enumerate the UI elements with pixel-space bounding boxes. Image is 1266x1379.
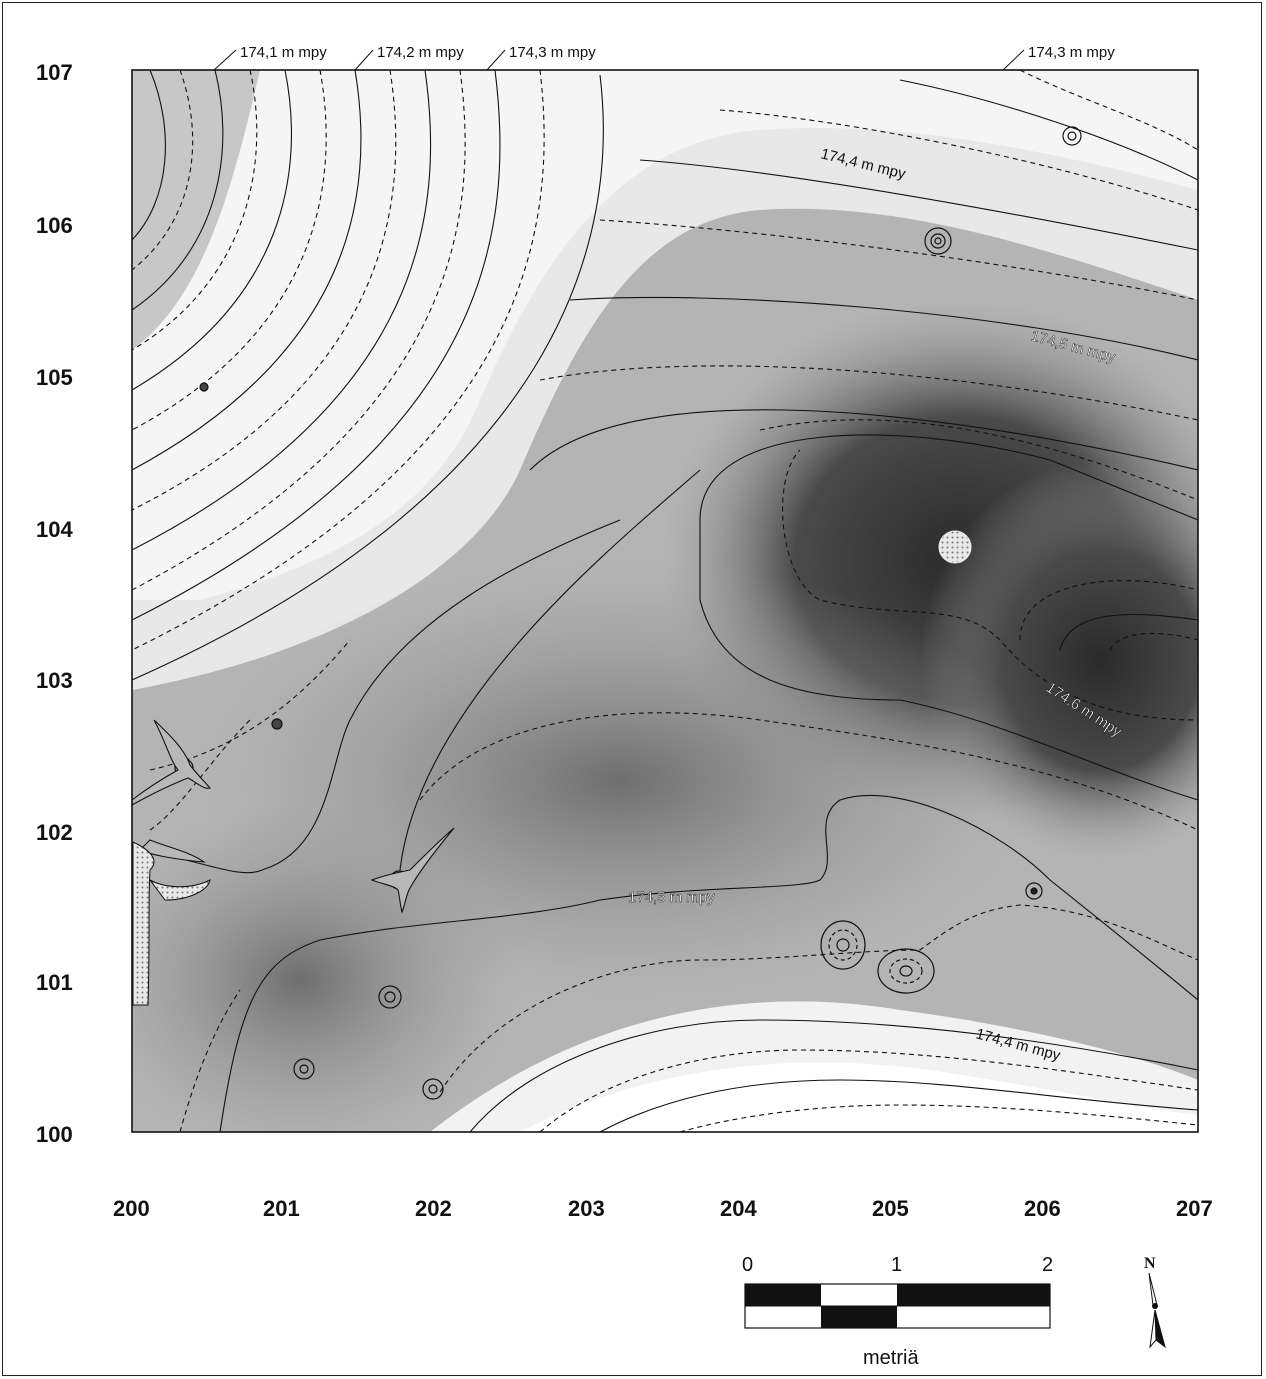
scale-tick-label: 1	[891, 1254, 902, 1276]
contour-label-top-2: 174,2 m mpy	[354, 44, 464, 71]
x-tick-label: 201	[263, 1196, 300, 1221]
x-tick-label: 206	[1024, 1196, 1061, 1221]
contour-label-top-3: 174,3 m mpy	[486, 44, 596, 71]
y-tick-label: 103	[36, 668, 73, 693]
y-tick-label: 101	[36, 970, 73, 995]
dotted-deposit	[132, 530, 972, 1006]
contour-label-top-1: 174,1 m mpy	[213, 44, 327, 71]
north-label: N	[1144, 1255, 1156, 1272]
map-border	[131, 69, 1199, 1133]
elevation-shading	[132, 70, 1198, 1132]
svg-text:174,2 m mpy: 174,2 m mpy	[377, 44, 464, 61]
x-tick-label: 204	[720, 1196, 757, 1221]
x-tick-label: 203	[568, 1196, 605, 1221]
y-tick-label: 100	[36, 1122, 73, 1147]
x-tick-label: 200	[113, 1196, 150, 1221]
scale-bar: 0 1 2 metriä	[742, 1254, 1053, 1369]
contour-lines	[132, 70, 1198, 1132]
y-tick-label: 105	[36, 365, 73, 390]
y-tick-label: 107	[36, 60, 73, 85]
svg-text:174,3 m mpy: 174,3 m mpy	[1028, 44, 1115, 61]
y-axis-labels: 107 106 105 104 103 102 101 100	[36, 60, 73, 1147]
channel-features	[131, 719, 455, 914]
y-tick-label: 102	[36, 820, 73, 845]
contour-label-top-4: 174,3 m mpy	[1002, 44, 1115, 71]
scale-unit-label: metriä	[863, 1347, 919, 1369]
svg-text:174,3 m mpy: 174,3 m mpy	[509, 44, 596, 61]
scale-tick-label: 0	[742, 1254, 753, 1276]
y-tick-label: 104	[36, 517, 73, 542]
contour-label-inner-4: 174,5 m mpy	[628, 889, 715, 906]
x-tick-label: 202	[415, 1196, 452, 1221]
svg-text:174,1 m mpy: 174,1 m mpy	[240, 44, 327, 61]
x-tick-label: 207	[1176, 1196, 1213, 1221]
north-arrow: N	[1144, 1255, 1166, 1349]
scale-tick-label: 2	[1042, 1254, 1053, 1276]
y-tick-label: 106	[36, 213, 73, 238]
x-axis-labels: 200 201 202 203 204 205 206 207	[113, 1196, 1213, 1221]
x-tick-label: 205	[872, 1196, 909, 1221]
